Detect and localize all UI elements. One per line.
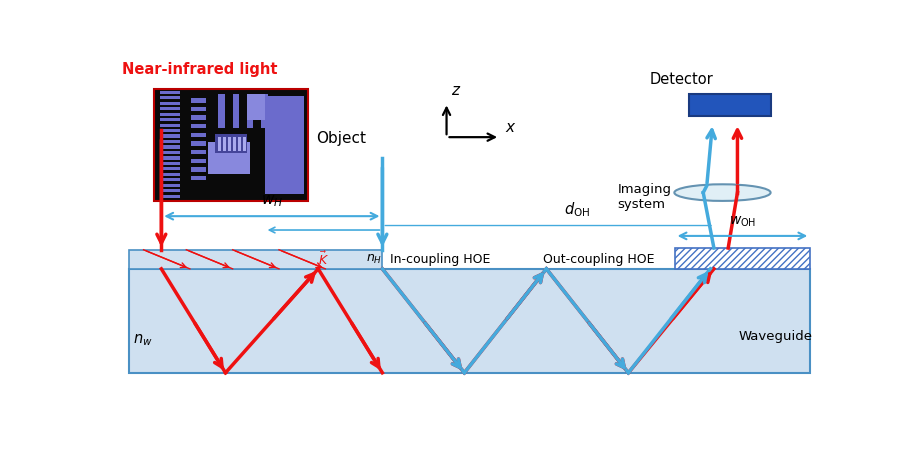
Bar [160, 124, 180, 126]
Bar [293, 95, 300, 194]
Text: Detector: Detector [649, 72, 713, 87]
Bar [160, 151, 180, 154]
Text: Waveguide: Waveguide [738, 330, 812, 343]
Bar [129, 269, 810, 373]
Bar [297, 95, 303, 194]
Text: $w_H$: $w_H$ [260, 193, 283, 208]
Bar [261, 94, 267, 128]
Bar [129, 250, 382, 269]
Bar [218, 94, 224, 128]
Bar [278, 95, 286, 194]
Bar [674, 248, 810, 269]
Bar [160, 162, 180, 165]
Bar [160, 167, 180, 171]
Bar [268, 95, 275, 194]
Bar [160, 107, 180, 110]
Bar [688, 94, 770, 117]
Text: $n_w$: $n_w$ [132, 332, 153, 348]
Bar [228, 137, 231, 151]
Bar [191, 141, 205, 146]
Text: $n_H$: $n_H$ [366, 252, 382, 266]
Bar [191, 124, 205, 129]
Bar [160, 96, 180, 99]
Bar [160, 129, 180, 132]
Bar [154, 89, 307, 201]
Bar [218, 137, 221, 151]
Bar [160, 140, 180, 143]
Bar [191, 159, 205, 163]
Bar [160, 157, 180, 159]
Text: In-coupling HOE: In-coupling HOE [389, 252, 489, 266]
Bar [289, 95, 297, 194]
Text: z: z [450, 83, 459, 99]
Bar [160, 195, 180, 198]
Text: $\vec{K}$: $\vec{K}$ [318, 251, 329, 268]
Text: Out-coupling HOE: Out-coupling HOE [542, 252, 653, 266]
Bar [208, 142, 250, 174]
Bar [191, 98, 205, 103]
Bar [282, 95, 289, 194]
Bar [160, 112, 180, 116]
Bar [191, 176, 205, 180]
Bar [272, 95, 278, 194]
Bar [160, 178, 180, 181]
Bar [160, 173, 180, 176]
Bar [243, 137, 246, 151]
Bar [191, 107, 205, 111]
Text: Near-infrared light: Near-infrared light [122, 62, 278, 77]
Text: $w_{\mathrm{OH}}$: $w_{\mathrm{OH}}$ [728, 215, 755, 229]
Bar [160, 189, 180, 192]
Bar [191, 167, 205, 172]
Bar [233, 94, 239, 128]
Bar [233, 137, 236, 151]
Text: Imaging
system: Imaging system [617, 183, 671, 211]
Bar [215, 134, 246, 153]
Bar [160, 145, 180, 148]
Bar [191, 133, 205, 137]
Bar [246, 94, 253, 128]
Bar [191, 150, 205, 154]
Bar [191, 115, 205, 120]
Bar [275, 95, 282, 194]
Ellipse shape [674, 184, 770, 201]
Text: $d_{\mathrm{OH}}$: $d_{\mathrm{OH}}$ [563, 201, 589, 219]
Bar [160, 118, 180, 121]
Bar [286, 95, 293, 194]
Bar [238, 137, 241, 151]
Text: Object: Object [316, 131, 366, 146]
Bar [160, 135, 180, 138]
Bar [160, 91, 180, 94]
Bar [160, 102, 180, 105]
Bar [160, 184, 180, 187]
Bar [265, 95, 272, 194]
Bar [223, 137, 226, 151]
Bar [246, 94, 265, 120]
Text: x: x [505, 120, 514, 135]
